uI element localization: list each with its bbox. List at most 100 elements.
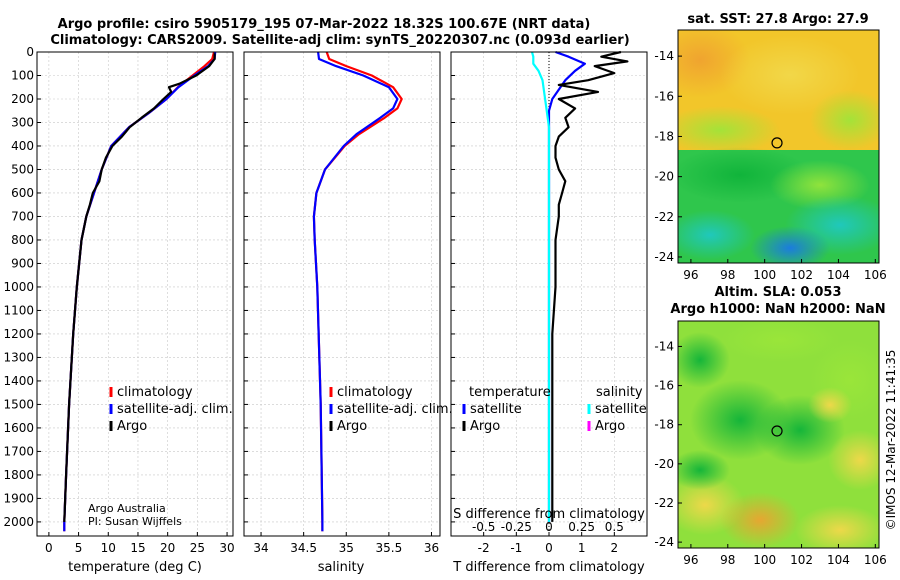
series-line-satellite-adj-clim- — [312, 51, 399, 532]
x-tick-label: 10 — [101, 541, 116, 555]
sst-patch — [678, 106, 780, 154]
y-tick-label: 200 — [11, 92, 34, 106]
temperature-xlabel: temperature (deg C) — [68, 560, 202, 575]
figure-title-line2: Climatology: CARS2009. Satellite-adj cli… — [50, 33, 629, 48]
plot-frame — [243, 51, 441, 537]
x-tick-label: -2 — [478, 541, 490, 555]
map-y-tick-label: -22 — [654, 210, 674, 224]
x-tick-label: 35 — [339, 541, 354, 555]
plot-area — [244, 52, 440, 536]
legend-sal-satellite-label: satellite — [595, 402, 647, 417]
y-tick-label: 100 — [11, 68, 34, 82]
map-y-tick-label: -14 — [654, 339, 674, 353]
legend-satellite-label: satellite-adj. clim. — [337, 402, 453, 417]
y-tick-label: 1000 — [3, 280, 34, 294]
y-tick-label: 600 — [11, 186, 34, 200]
legend-argo-label: Argo — [117, 419, 147, 434]
y-tick-label: 900 — [11, 256, 34, 270]
map-y-tick-label: -20 — [654, 457, 674, 471]
x-tick-label: 36 — [424, 541, 439, 555]
legend-sal-argo-label: Argo — [595, 419, 625, 434]
credit-line1: Argo Australia — [88, 502, 166, 515]
y-tick-label: 1900 — [3, 491, 34, 505]
y-tick-label: 1800 — [3, 468, 34, 482]
credit-line2: PI: Susan Wijffels — [88, 515, 182, 528]
sst-patch — [750, 226, 830, 263]
sla-patch — [795, 505, 879, 548]
difference-top-xlabel: S difference from climatology — [453, 507, 645, 522]
sla-frame — [677, 320, 880, 549]
map-y-tick-label: -18 — [654, 418, 674, 432]
y-tick-label: 700 — [11, 209, 34, 223]
difference-legend: temperature salinity satellite Argo sate… — [462, 385, 647, 434]
top-tick-label: -0.25 — [501, 520, 532, 534]
legend-climatology-label: climatology — [117, 385, 193, 400]
x-tick-label: 15 — [130, 541, 145, 555]
y-tick-label: 500 — [11, 162, 34, 176]
map-x-tick-label: 106 — [864, 268, 887, 282]
map-y-tick-label: -20 — [654, 170, 674, 184]
salinity-xlabel: salinity — [318, 560, 365, 575]
sst-axes: 96 98 100 102 104 106 -14 -16 -18 -20 -22 -24 — [654, 49, 886, 282]
sla-title-line1: Altim. SLA: 0.053 — [715, 285, 842, 300]
map-y-tick-label: -22 — [654, 496, 674, 510]
map-y-tick-label: -24 — [654, 535, 674, 549]
series-line-salinity-satellite — [530, 51, 551, 522]
x-tick-label: -1 — [510, 541, 522, 555]
series-line-argo — [63, 53, 216, 522]
map-y-tick-label: -18 — [654, 129, 674, 143]
sst-patch — [720, 35, 860, 115]
map-y-tick-label: -16 — [654, 89, 674, 103]
sla-title-line2: Argo h1000: NaN h2000: NaN — [670, 302, 885, 317]
map-x-tick-label: 104 — [827, 553, 850, 567]
x-tick-label: 0 — [45, 541, 53, 555]
x-tick-label: 2 — [611, 541, 619, 555]
y-tick-label: 1600 — [3, 421, 34, 435]
difference-xlabel: T difference from climatology — [452, 560, 645, 575]
top-tick-label: -0.5 — [472, 520, 495, 534]
argo-location-marker — [771, 137, 783, 149]
x-tick-label: 34 — [253, 541, 268, 555]
map-x-tick-label: 96 — [683, 553, 698, 567]
map-y-tick-label: -16 — [654, 379, 674, 393]
salinity-panel: 34 34.5 35 35.5 36 — [243, 51, 441, 555]
map-x-tick-label: 104 — [827, 268, 850, 282]
x-tick-label: 1 — [578, 541, 586, 555]
legend-climatology-label: climatology — [337, 385, 413, 400]
sla-patch — [828, 430, 879, 490]
figure-title-line1: Argo profile: csiro 5905179_195 07-Mar-2… — [58, 17, 591, 32]
y-tick-label: 1200 — [3, 327, 34, 341]
x-tick-label: 20 — [160, 541, 175, 555]
y-tick-label: 300 — [11, 115, 34, 129]
sst-patch — [678, 210, 755, 260]
y-tick-label: 1300 — [3, 350, 34, 364]
y-tick-label: 400 — [11, 139, 34, 153]
map-x-tick-label: 96 — [683, 268, 698, 282]
map-x-tick-label: 98 — [720, 268, 735, 282]
sla-axes: 96 98 100 102 104 106 -14 -16 -18 -20 -22 -24 — [654, 339, 886, 567]
sst-frame — [677, 29, 880, 264]
sla-patch — [720, 321, 840, 362]
y-tick-label: 0 — [26, 45, 34, 59]
legend-salinity-heading: salinity — [596, 385, 643, 400]
sla-patch — [720, 492, 800, 548]
temperature-panel: 0 5 10 15 20 25 300100200300400500600700800900… — [3, 45, 234, 555]
y-tick-label: 2000 — [3, 515, 34, 529]
top-tick-label: 0.5 — [605, 520, 624, 534]
legend-satellite-label: satellite-adj. clim. — [117, 402, 233, 417]
plot-area — [37, 52, 233, 536]
x-tick-label: 34.5 — [290, 541, 317, 555]
top-tick-label: 0.25 — [568, 520, 595, 534]
x-tick-label: 0 — [545, 541, 553, 555]
argo-location-marker — [771, 425, 783, 437]
y-tick-label: 1400 — [3, 374, 34, 388]
legend-temp-argo-label: Argo — [470, 419, 500, 434]
y-tick-label: 1700 — [3, 444, 34, 458]
x-tick-label: 25 — [190, 541, 205, 555]
legend-temp-satellite-label: satellite — [470, 402, 522, 417]
x-tick-label: 30 — [219, 541, 234, 555]
legend-temperature-heading: temperature — [469, 385, 551, 400]
y-tick-label: 1100 — [3, 303, 34, 317]
